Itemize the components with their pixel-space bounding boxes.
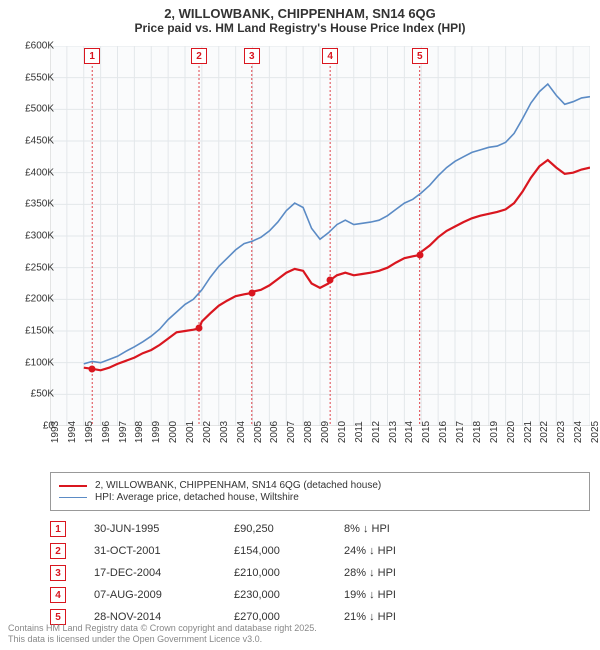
- y-tick-label: £350K: [25, 199, 54, 210]
- title-line2: Price paid vs. HM Land Registry's House …: [10, 21, 590, 35]
- x-tick-label: 1996: [101, 421, 112, 443]
- footer-line2: This data is licensed under the Open Gov…: [8, 634, 317, 646]
- x-tick-label: 2010: [337, 421, 348, 443]
- table-marker: 2: [50, 543, 66, 559]
- table-marker: 4: [50, 587, 66, 603]
- x-tick-label: 2009: [320, 421, 331, 443]
- title-line1: 2, WILLOWBANK, CHIPPENHAM, SN14 6QG: [10, 6, 590, 21]
- sale-point-dot: [248, 290, 255, 297]
- x-tick-label: 2003: [219, 421, 230, 443]
- x-tick-label: 2005: [253, 421, 264, 443]
- x-tick-label: 1993: [50, 421, 61, 443]
- sale-marker: 4: [322, 48, 338, 64]
- x-tick-label: 2016: [438, 421, 449, 443]
- table-price: £230,000: [234, 589, 344, 601]
- sale-point-dot: [196, 325, 203, 332]
- sale-point-dot: [416, 252, 423, 259]
- y-tick-label: £150K: [25, 326, 54, 337]
- x-tick-label: 2008: [303, 421, 314, 443]
- table-date: 07-AUG-2009: [94, 589, 234, 601]
- x-tick-label: 2000: [168, 421, 179, 443]
- chart-area: [50, 46, 590, 426]
- x-tick-label: 2021: [523, 421, 534, 443]
- y-tick-label: £450K: [25, 136, 54, 147]
- y-tick-label: £500K: [25, 104, 54, 115]
- legend-item: 2, WILLOWBANK, CHIPPENHAM, SN14 6QG (det…: [59, 480, 581, 491]
- x-tick-label: 1998: [134, 421, 145, 443]
- table-marker: 3: [50, 565, 66, 581]
- chart-title: 2, WILLOWBANK, CHIPPENHAM, SN14 6QG Pric…: [0, 0, 600, 37]
- x-tick-label: 2017: [455, 421, 466, 443]
- x-tick-label: 2002: [202, 421, 213, 443]
- x-tick-label: 2022: [539, 421, 550, 443]
- table-diff: 21% ↓ HPI: [344, 611, 464, 623]
- sale-marker: 5: [412, 48, 428, 64]
- x-tick-label: 2004: [236, 421, 247, 443]
- x-tick-label: 2024: [573, 421, 584, 443]
- x-tick-label: 2025: [590, 421, 600, 443]
- x-tick-label: 1994: [67, 421, 78, 443]
- sales-table: 130-JUN-1995£90,2508% ↓ HPI231-OCT-2001£…: [50, 518, 590, 628]
- legend-label: 2, WILLOWBANK, CHIPPENHAM, SN14 6QG (det…: [95, 480, 381, 491]
- sale-marker: 2: [191, 48, 207, 64]
- chart-plot: [50, 46, 590, 426]
- table-marker: 1: [50, 521, 66, 537]
- x-tick-label: 2015: [421, 421, 432, 443]
- legend-item: HPI: Average price, detached house, Wilt…: [59, 492, 581, 503]
- x-tick-label: 2012: [371, 421, 382, 443]
- legend-swatch: [59, 485, 87, 487]
- sale-point-dot: [89, 365, 96, 372]
- table-row: 1 30-JUN-1995£90,2508% ↓ HPI: [50, 518, 590, 540]
- y-tick-label: £100K: [25, 357, 54, 368]
- legend-label: HPI: Average price, detached house, Wilt…: [95, 492, 299, 503]
- legend-swatch: [59, 497, 87, 498]
- table-date: 31-OCT-2001: [94, 545, 234, 557]
- footer-attribution: Contains HM Land Registry data © Crown c…: [8, 623, 317, 646]
- table-row: 3 17-DEC-2004£210,00028% ↓ HPI: [50, 562, 590, 584]
- x-tick-label: 2018: [472, 421, 483, 443]
- table-price: £210,000: [234, 567, 344, 579]
- x-tick-label: 2023: [556, 421, 567, 443]
- table-date: 28-NOV-2014: [94, 611, 234, 623]
- y-tick-label: £400K: [25, 167, 54, 178]
- x-tick-label: 2013: [388, 421, 399, 443]
- table-price: £90,250: [234, 523, 344, 535]
- y-tick-label: £50K: [31, 389, 54, 400]
- y-tick-label: £250K: [25, 262, 54, 273]
- y-tick-label: £200K: [25, 294, 54, 305]
- table-date: 30-JUN-1995: [94, 523, 234, 535]
- table-diff: 19% ↓ HPI: [344, 589, 464, 601]
- table-price: £270,000: [234, 611, 344, 623]
- footer-line1: Contains HM Land Registry data © Crown c…: [8, 623, 317, 635]
- x-tick-label: 2011: [354, 421, 365, 443]
- x-tick-label: 2001: [185, 421, 196, 443]
- y-tick-label: £300K: [25, 231, 54, 242]
- x-tick-label: 1997: [118, 421, 129, 443]
- table-date: 17-DEC-2004: [94, 567, 234, 579]
- table-diff: 28% ↓ HPI: [344, 567, 464, 579]
- table-diff: 24% ↓ HPI: [344, 545, 464, 557]
- x-tick-label: 1999: [151, 421, 162, 443]
- table-row: 4 07-AUG-2009£230,00019% ↓ HPI: [50, 584, 590, 606]
- x-tick-label: 2006: [269, 421, 280, 443]
- sale-marker: 1: [84, 48, 100, 64]
- table-row: 2 31-OCT-2001£154,00024% ↓ HPI: [50, 540, 590, 562]
- y-tick-label: £550K: [25, 72, 54, 83]
- x-tick-label: 2019: [489, 421, 500, 443]
- legend: 2, WILLOWBANK, CHIPPENHAM, SN14 6QG (det…: [50, 472, 590, 511]
- x-tick-label: 2014: [404, 421, 415, 443]
- x-tick-label: 2020: [506, 421, 517, 443]
- x-tick-label: 2007: [286, 421, 297, 443]
- sale-point-dot: [327, 277, 334, 284]
- x-tick-label: 1995: [84, 421, 95, 443]
- y-tick-label: £600K: [25, 41, 54, 52]
- table-price: £154,000: [234, 545, 344, 557]
- table-diff: 8% ↓ HPI: [344, 523, 464, 535]
- sale-marker: 3: [244, 48, 260, 64]
